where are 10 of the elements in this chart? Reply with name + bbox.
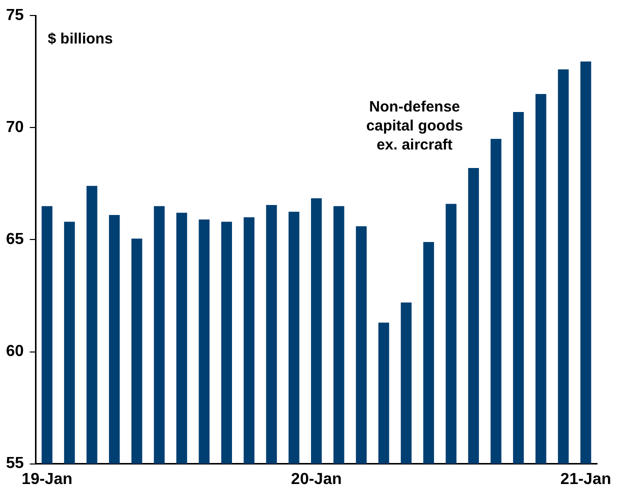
annotation: Non-defense capital goods ex. aircraft	[366, 98, 463, 154]
y-tick-label: 55	[6, 455, 24, 472]
y-tick-label: 70	[6, 119, 24, 136]
y-tick-label: 60	[6, 343, 24, 360]
y-tick-label: 75	[6, 7, 24, 24]
x-tick-label: 19-Jan	[22, 470, 72, 488]
y-tick-label: 65	[6, 231, 24, 248]
x-tick-label: 20-Jan	[291, 470, 342, 488]
annotation: $ billions	[48, 30, 113, 48]
x-tick-label: 21-Jan	[560, 470, 612, 488]
